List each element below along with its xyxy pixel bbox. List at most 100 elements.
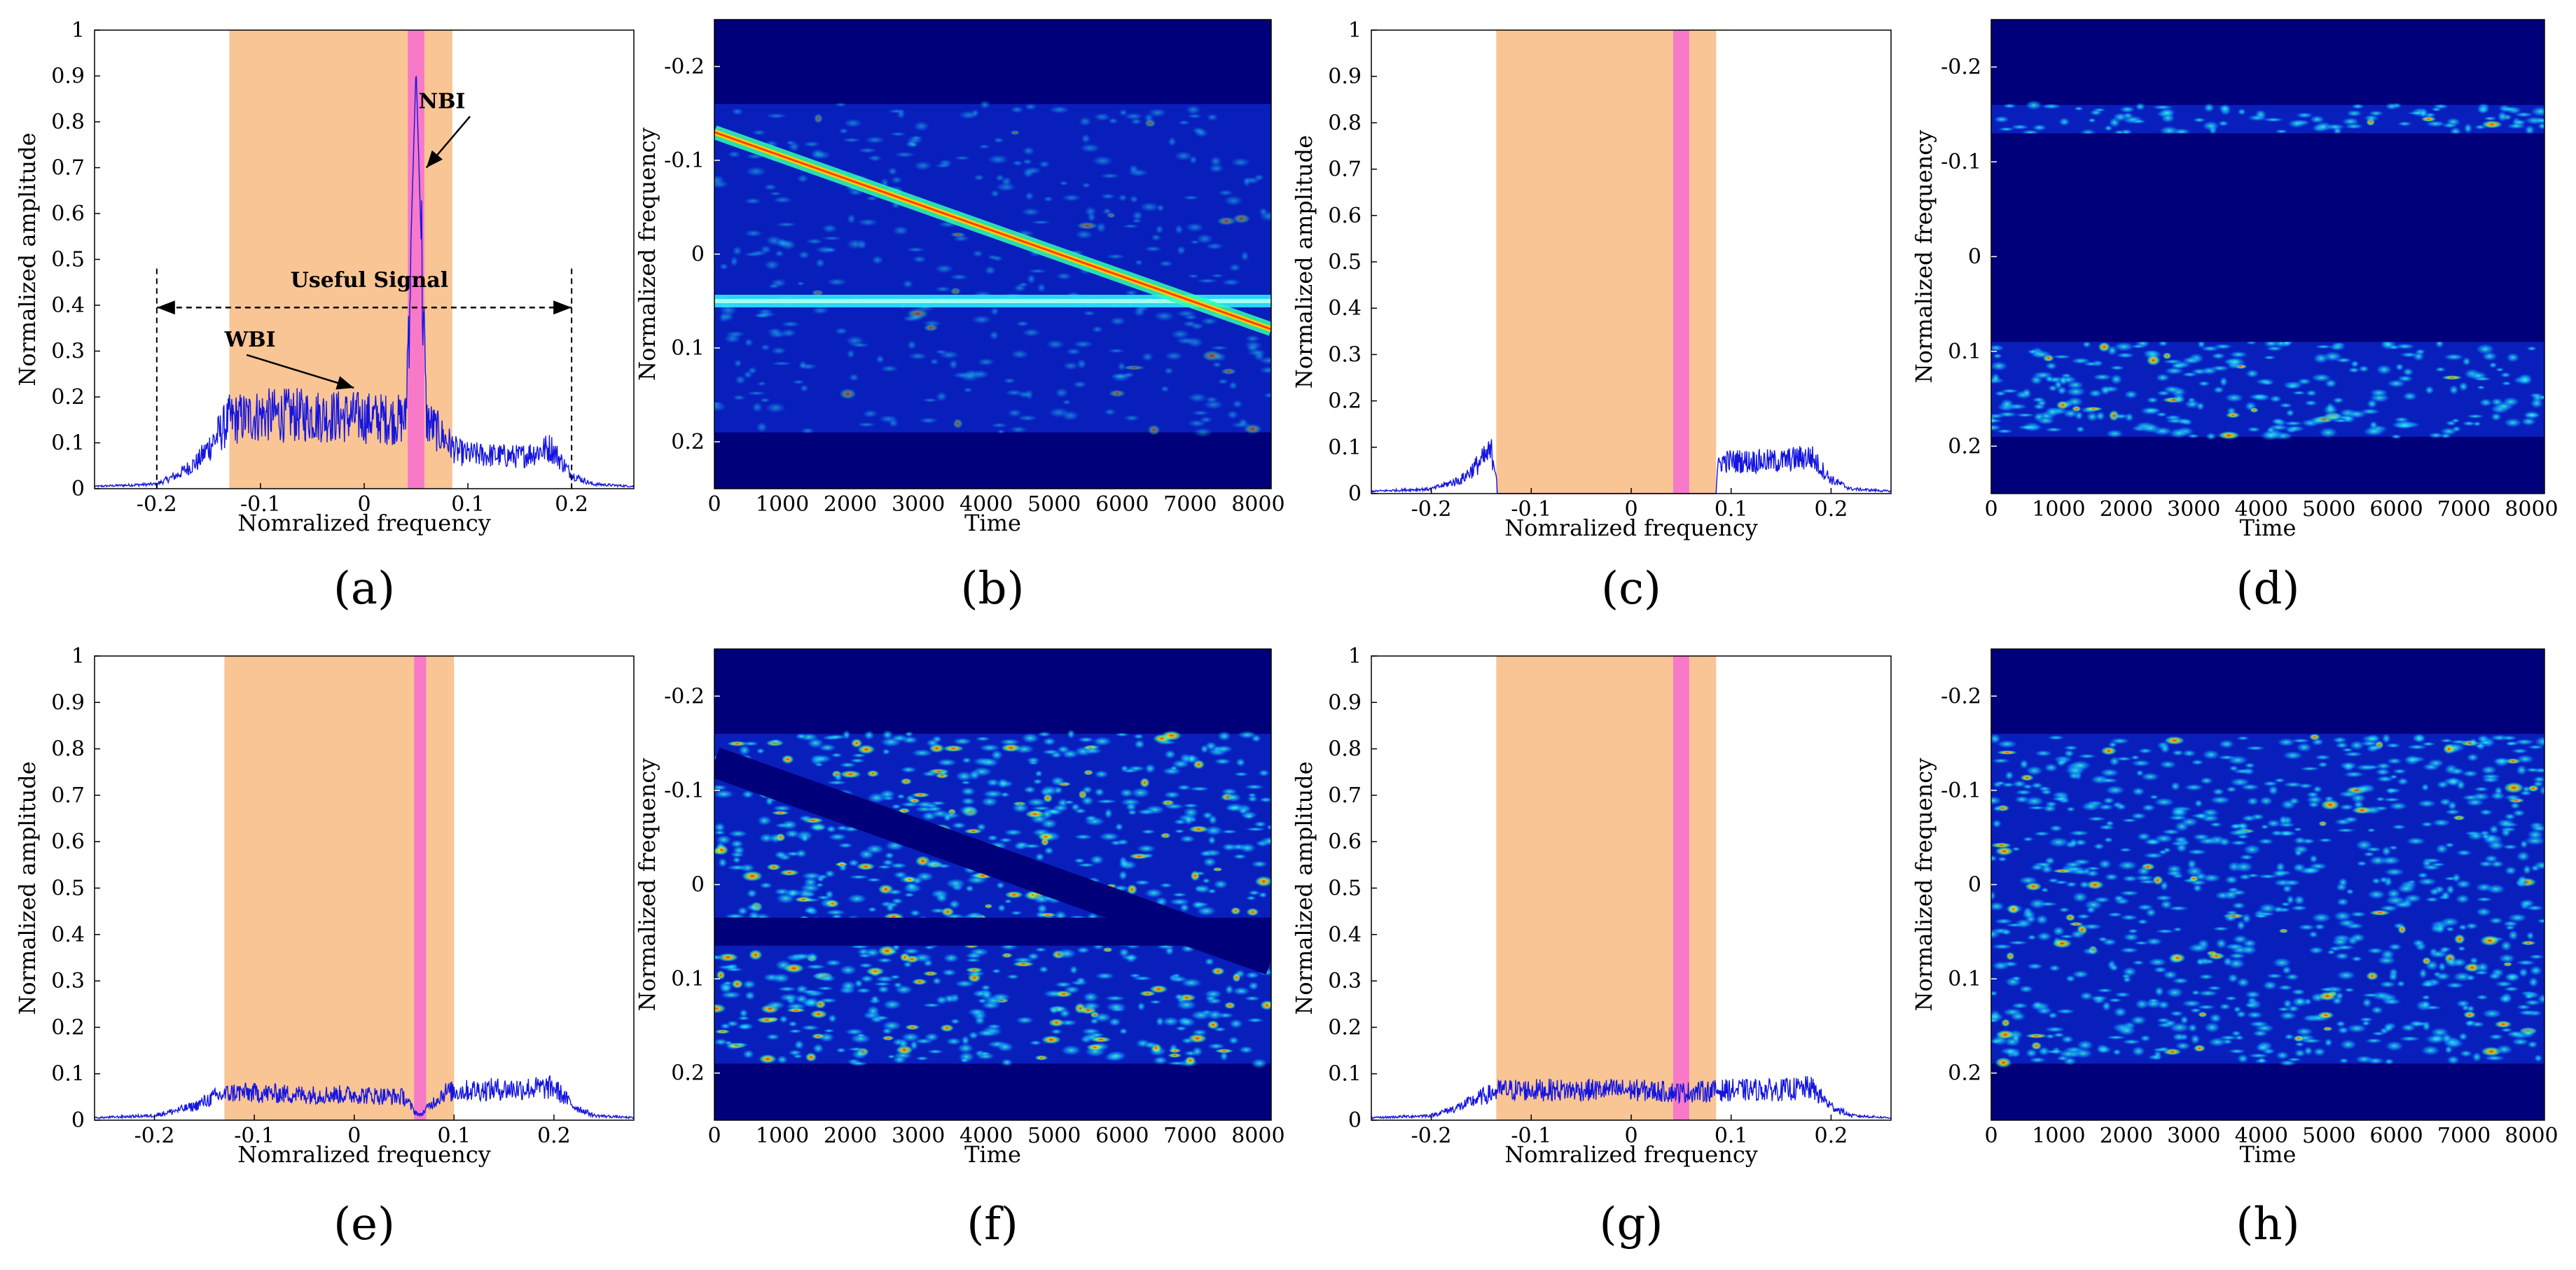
speckle <box>2530 825 2544 832</box>
speckle <box>910 748 934 758</box>
speckle <box>2072 1048 2093 1059</box>
speckle <box>2319 987 2336 992</box>
speckle <box>1034 1055 1048 1061</box>
speckle <box>769 739 782 745</box>
speckle <box>1045 340 1065 349</box>
speckle <box>2058 907 2070 913</box>
speckle <box>2044 1026 2066 1033</box>
speckle <box>2369 389 2389 397</box>
speckle <box>2281 965 2292 975</box>
speckle <box>2518 1010 2537 1016</box>
speckle-layer <box>1991 733 2544 1068</box>
x-tick-label: 0.1 <box>1715 497 1748 522</box>
speckle <box>900 778 913 785</box>
speckle <box>2469 956 2479 965</box>
speckle <box>2414 733 2426 744</box>
speckle <box>1996 739 2018 748</box>
speckle <box>2282 884 2293 893</box>
y-tick-label: 0.5 <box>51 248 85 272</box>
speckle <box>2112 112 2128 122</box>
speckle <box>2065 914 2076 921</box>
speckle <box>898 808 911 814</box>
speckle <box>1245 827 1266 832</box>
speckle <box>2290 738 2311 744</box>
speckle <box>1030 220 1052 225</box>
speckle <box>2061 1035 2075 1044</box>
speckle <box>2173 836 2189 844</box>
speckle <box>2445 982 2465 989</box>
speckle <box>1193 128 1209 138</box>
y-tick-label: 0.4 <box>51 923 85 947</box>
speckle <box>1063 800 1075 805</box>
speckle <box>2081 923 2103 930</box>
speckle <box>2396 980 2406 988</box>
speckle <box>2113 1007 2128 1018</box>
speckle <box>2523 993 2535 1000</box>
speckle <box>2383 1058 2395 1066</box>
speckle <box>871 255 884 265</box>
speckle <box>801 833 810 843</box>
speckle <box>890 176 903 184</box>
speckle <box>1125 802 1137 811</box>
y-tick-label: 0.6 <box>1328 204 1362 228</box>
speckle <box>2246 797 2259 806</box>
speckle <box>1207 1042 1226 1050</box>
y-tick-label: 1 <box>1348 18 1362 43</box>
speckle <box>1175 337 1198 345</box>
speckle <box>1991 961 2011 971</box>
speckle <box>2363 114 2379 122</box>
speckle <box>2069 921 2084 927</box>
speckle <box>2044 375 2054 383</box>
speckle <box>844 1028 865 1035</box>
speckle <box>2388 344 2400 350</box>
speckle <box>874 975 895 983</box>
speckle <box>2052 1032 2065 1038</box>
speckle <box>714 174 726 186</box>
speckle <box>719 983 733 993</box>
speckle <box>2472 1052 2482 1063</box>
speckle <box>2227 829 2250 837</box>
speckle <box>2065 396 2084 407</box>
speckle <box>1011 802 1030 814</box>
speckle <box>2304 400 2318 406</box>
speckle <box>2026 765 2044 776</box>
speckle <box>2219 1003 2231 1010</box>
speckle <box>2393 422 2416 429</box>
speckle <box>2461 769 2479 778</box>
speckle <box>1991 795 2002 805</box>
speckle <box>2180 999 2203 1007</box>
speckle <box>929 358 939 365</box>
speckle <box>1006 974 1020 979</box>
nbi-label: NBI <box>419 89 466 113</box>
speckle <box>751 130 767 136</box>
speckle <box>1004 891 1024 899</box>
speckle <box>904 731 914 737</box>
speckle <box>2161 828 2181 835</box>
speckle <box>2291 996 2308 1007</box>
speckle <box>2180 1015 2189 1025</box>
y-tick-label: 0.1 <box>1948 967 1981 991</box>
speckle <box>1201 350 1222 361</box>
speckle <box>2296 742 2313 753</box>
speckle <box>2056 386 2068 396</box>
speckle <box>824 959 843 967</box>
speckle <box>748 949 763 961</box>
speckle <box>2348 740 2365 751</box>
speckle <box>1190 1010 1212 1021</box>
speckle <box>1161 1016 1180 1027</box>
nbi-band <box>408 30 424 489</box>
speckle <box>922 1003 942 1008</box>
speckle <box>2196 958 2205 966</box>
y-tick-label: -0.1 <box>664 148 705 173</box>
speckle <box>2328 343 2346 351</box>
speckle <box>714 954 724 961</box>
speckle <box>808 821 828 832</box>
speckle <box>1136 809 1156 816</box>
speckle <box>1051 804 1069 812</box>
speckle <box>2156 390 2171 396</box>
speckle <box>2505 741 2520 746</box>
speckle <box>1063 985 1081 994</box>
speckle <box>2385 102 2399 111</box>
useful-signal-arrowhead-left <box>156 300 175 315</box>
speckle <box>984 903 993 909</box>
